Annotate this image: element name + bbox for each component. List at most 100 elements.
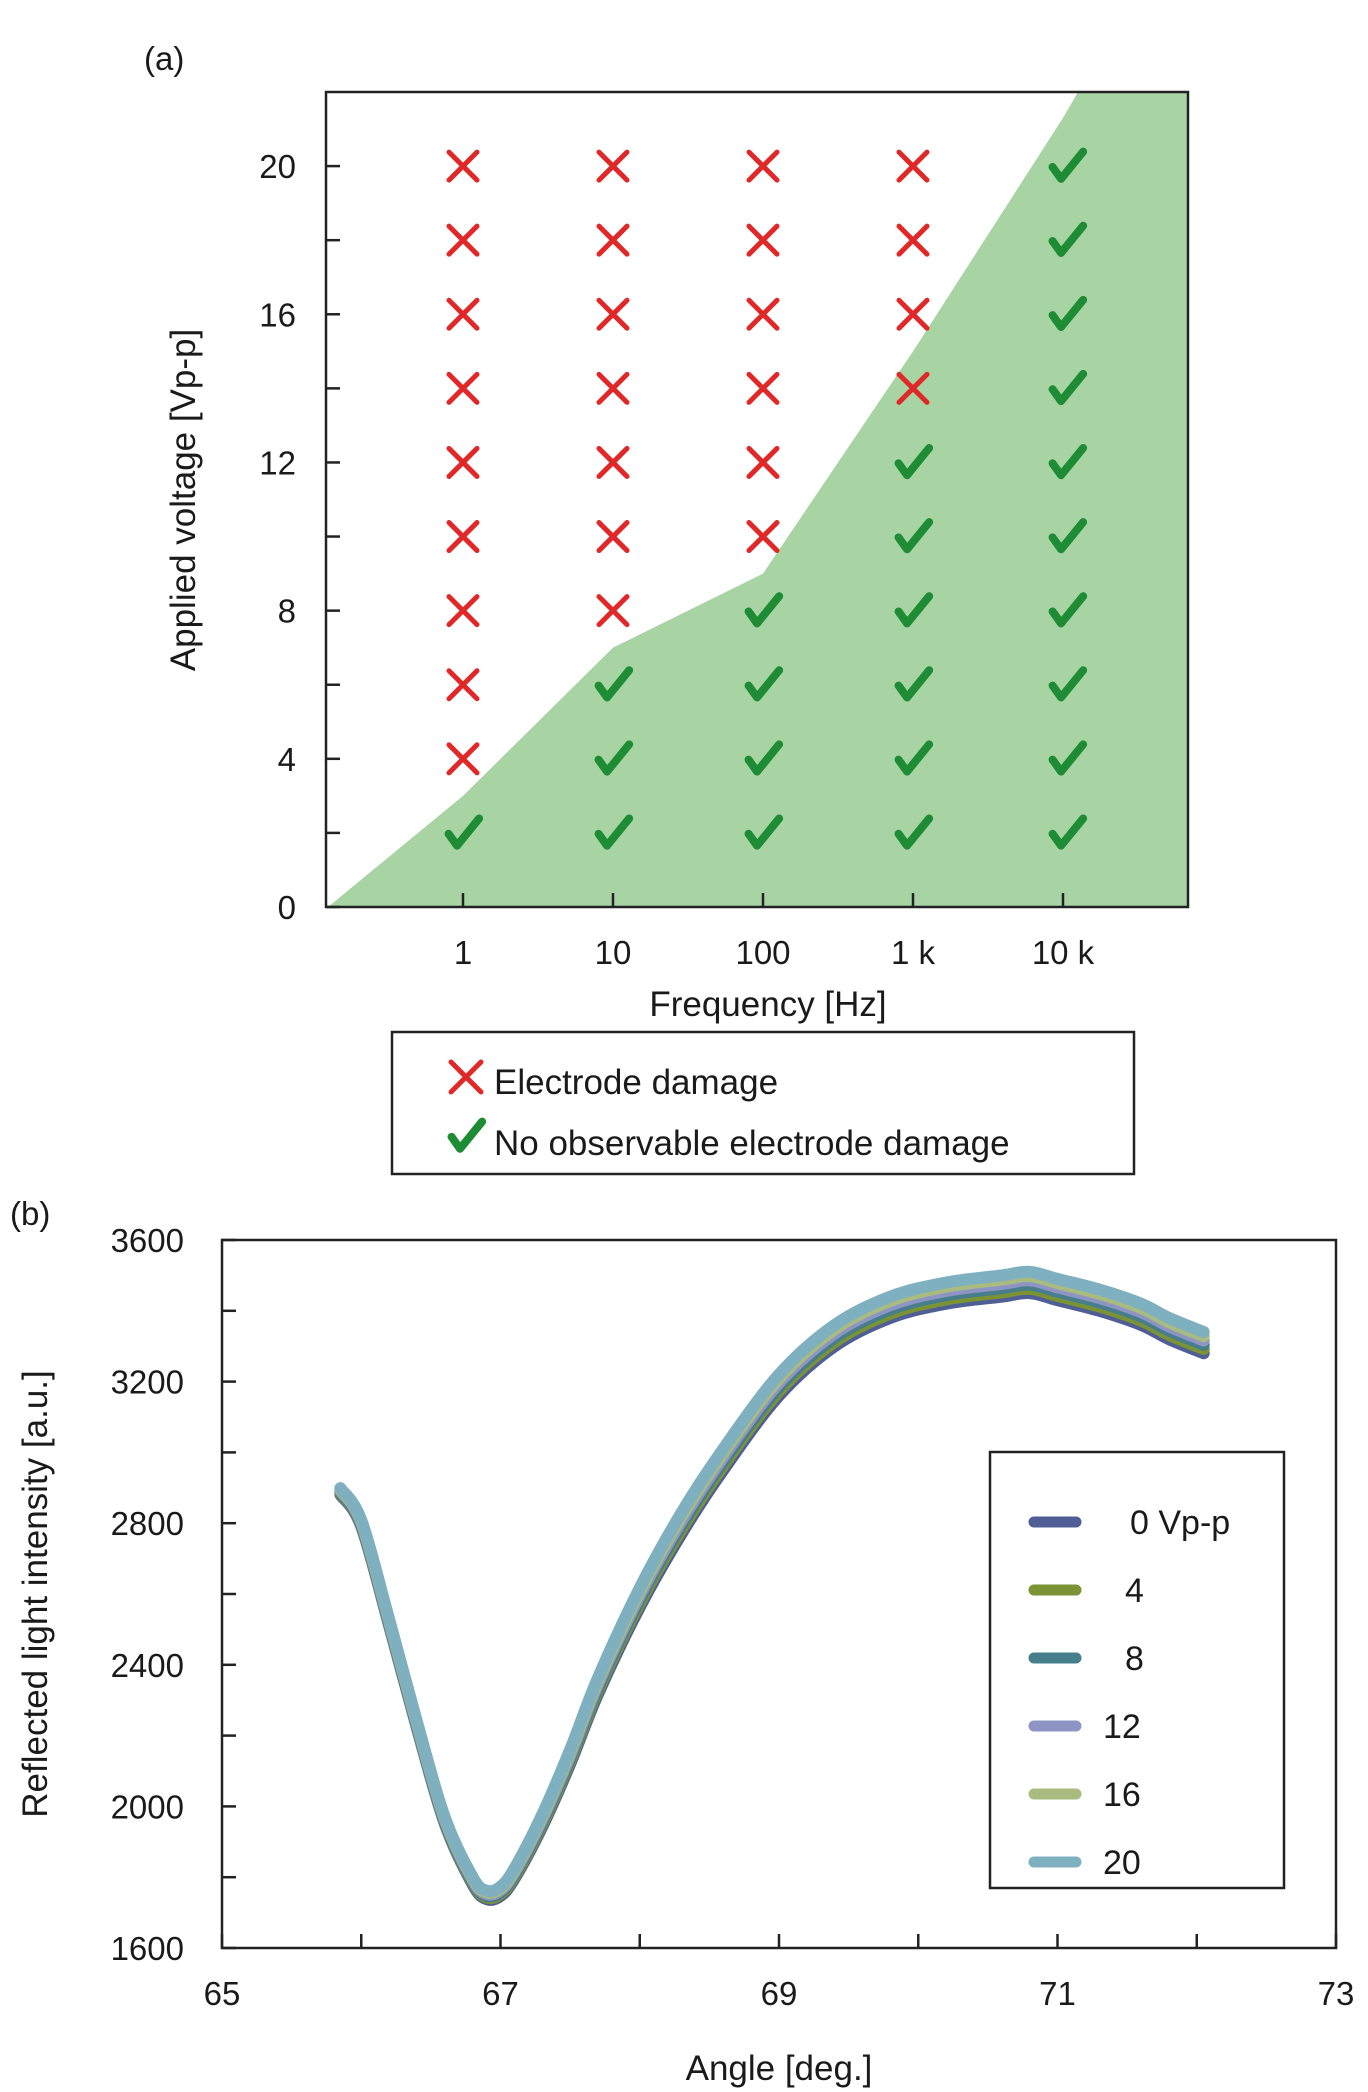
- x-tick-label: 10: [595, 934, 632, 971]
- panel-a-chart: (a) 0 4 8 12 16 20 1 10 100 1 k 10 k Frequency [H…: [144, 40, 1190, 1176]
- x-tick-label: 73: [1318, 1975, 1355, 2012]
- damage-marker-stroke-b: [596, 149, 630, 183]
- damage-marker: [896, 223, 930, 257]
- panel-a-label: (a): [144, 40, 184, 77]
- damage-marker-stroke-b: [746, 445, 780, 479]
- panel-a-x-axis: 1 10 100 1 k 10 k: [454, 893, 1095, 971]
- legend-no-damage-glyph: [447, 1117, 487, 1153]
- damage-marker: [746, 297, 780, 331]
- panel-b-series-lines: [334, 1265, 1210, 1906]
- damage-marker: [446, 594, 480, 628]
- panel-b-y-axis-title: Reflected light intensity [a.u.]: [16, 1370, 55, 1817]
- damage-marker: [746, 371, 780, 405]
- panel-b-y-axis: 1600 2000 2400 2800 3200 3600: [111, 1222, 236, 1967]
- panel-b-legend-items: 0 Vp-p 4 8 12 16 20: [1028, 1504, 1230, 1882]
- damage-marker: [596, 371, 630, 405]
- legend-damage-glyph-stroke-b: [448, 1059, 484, 1095]
- damage-marker-stroke-b: [596, 297, 630, 331]
- y-tick-label: 3600: [111, 1222, 184, 1259]
- damage-marker-stroke-b: [446, 742, 480, 776]
- legend-damage-glyph: [448, 1059, 484, 1095]
- damage-marker-stroke-b: [746, 149, 780, 183]
- damage-marker-stroke-b: [596, 371, 630, 405]
- damage-marker-stroke-b: [596, 594, 630, 628]
- no-damage-marker: [744, 592, 784, 628]
- no-damage-marker: [1048, 592, 1088, 628]
- damage-marker: [446, 223, 480, 257]
- damage-marker: [596, 445, 630, 479]
- no-damage-marker: [1048, 666, 1088, 702]
- damage-marker-stroke-b: [596, 445, 630, 479]
- panel-a-y-axis: 0 4 8 12 16 20: [259, 148, 340, 926]
- legend-label-4: 16: [1103, 1776, 1141, 1814]
- x-tick-label: 100: [735, 934, 790, 971]
- no-damage-marker: [1048, 221, 1088, 257]
- y-tick-label: 4: [278, 741, 296, 778]
- damage-marker: [446, 297, 480, 331]
- no-damage-marker: [744, 740, 784, 776]
- no-damage-marker: [1048, 518, 1088, 554]
- damage-marker-stroke-b: [446, 149, 480, 183]
- legend-label-1: 4: [1125, 1572, 1144, 1610]
- no-damage-marker: [1048, 444, 1088, 480]
- damage-marker-stroke-b: [896, 223, 930, 257]
- panel-a-y-axis-title: Applied voltage [Vp-p]: [164, 329, 203, 671]
- no-damage-marker: [894, 666, 934, 702]
- x-tick-label: 10 k: [1032, 934, 1095, 971]
- legend-damage-label: Electrode damage: [494, 1063, 778, 1102]
- no-damage-marker: [894, 444, 934, 480]
- legend-label-5: 20: [1103, 1844, 1141, 1882]
- damage-marker-stroke-b: [446, 594, 480, 628]
- no-damage-marker: [1048, 369, 1088, 406]
- damage-marker-stroke-b: [596, 520, 630, 554]
- no-damage-region: [326, 92, 1188, 907]
- x-tick-label: 69: [761, 1975, 798, 2012]
- x-tick-label: 1 k: [891, 934, 936, 971]
- panel-b-label: (b): [10, 1195, 50, 1232]
- damage-marker: [596, 520, 630, 554]
- damage-marker-stroke-b: [746, 297, 780, 331]
- no-damage-marker: [1048, 740, 1088, 776]
- legend-no-damage-icon: [447, 1117, 487, 1153]
- panel-b-legend: 0 Vp-p 4 8 12 16 20: [988, 1450, 1286, 1890]
- panel-a-legend: Electrode damage No observable electrode…: [390, 1030, 1136, 1176]
- no-damage-marker: [894, 740, 934, 776]
- damage-marker: [746, 223, 780, 257]
- y-tick-label: 3200: [111, 1364, 184, 1401]
- y-tick-label: 2800: [111, 1505, 184, 1542]
- damage-marker: [446, 371, 480, 405]
- damage-marker: [896, 371, 930, 405]
- damage-marker: [896, 297, 930, 331]
- damage-marker: [896, 149, 930, 183]
- panel-a-markers: [444, 147, 1088, 850]
- no-damage-marker: [894, 814, 934, 850]
- no-damage-marker: [744, 666, 784, 702]
- damage-marker-stroke-b: [896, 297, 930, 331]
- damage-marker-stroke-b: [596, 223, 630, 257]
- panel-a-plot-frame: [324, 90, 1190, 909]
- damage-marker: [596, 594, 630, 628]
- no-damage-marker: [594, 814, 634, 850]
- y-tick-label: 8: [278, 593, 296, 630]
- panel-b-x-axis-title: Angle [deg.]: [686, 2049, 873, 2088]
- damage-marker-stroke-b: [896, 149, 930, 183]
- y-tick-label: 20: [259, 148, 296, 185]
- legend-no-damage-label: No observable electrode damage: [494, 1124, 1010, 1163]
- damage-marker-stroke-b: [746, 371, 780, 405]
- y-tick-label: 2400: [111, 1647, 184, 1684]
- no-damage-marker: [744, 814, 784, 850]
- x-tick-label: 71: [1039, 1975, 1076, 2012]
- damage-marker: [446, 742, 480, 776]
- damage-marker: [446, 149, 480, 183]
- y-tick-label: 12: [259, 444, 296, 481]
- damage-marker-stroke-b: [746, 520, 780, 554]
- no-damage-region-shape: [326, 92, 1188, 907]
- damage-marker-stroke-b: [446, 668, 480, 702]
- y-tick-label: 2000: [111, 1788, 184, 1825]
- damage-marker: [596, 297, 630, 331]
- y-tick-label: 16: [259, 296, 296, 333]
- no-damage-marker: [594, 666, 634, 702]
- panel-a-legend-box: [390, 1030, 1136, 1176]
